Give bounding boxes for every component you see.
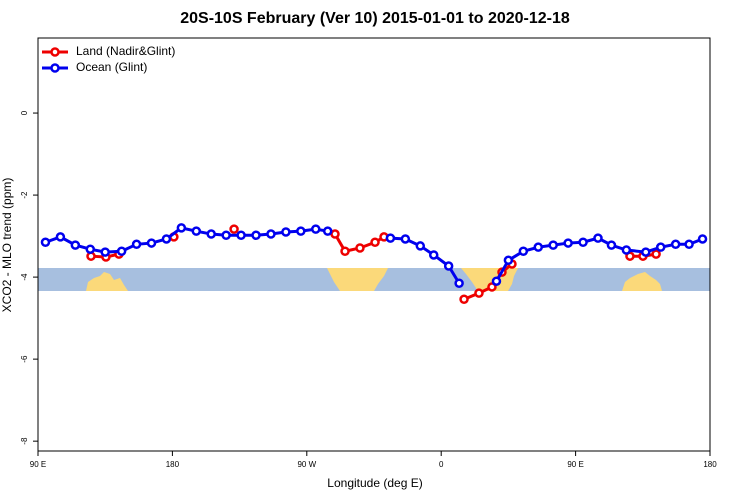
point [578,237,588,247]
point [415,241,426,251]
point [428,250,439,260]
point [236,230,246,241]
point [370,237,380,247]
point [641,247,651,257]
legend-marker [50,47,60,57]
x-tick-label: 180 [703,460,717,469]
point [454,278,464,289]
point [70,240,81,250]
point [131,239,142,250]
point [266,229,276,239]
point [116,246,127,257]
y-tick-label: -4 [20,273,29,281]
point [311,224,321,234]
x-tick-label: 90 E [567,460,583,469]
point [55,232,66,242]
point [606,240,617,250]
point [518,246,529,257]
legend-label: Ocean (Glint) [76,60,147,74]
chart-title: 20S-10S February (Ver 10) 2015-01-01 to … [180,10,570,27]
y-tick-label: 0 [20,110,29,115]
point [474,288,484,298]
point [355,243,365,253]
point [330,229,340,239]
point [40,237,51,247]
point [533,242,544,252]
point [670,239,681,250]
y-tick-label: -2 [20,191,29,199]
point [206,229,216,239]
point [621,245,632,255]
point [443,261,454,271]
point [593,233,603,243]
point [548,240,558,250]
y-tick-label: -8 [20,437,29,445]
x-tick-label: 90 W [297,460,316,469]
point [697,234,708,244]
point [340,246,350,257]
legend-marker [50,63,60,73]
point [296,226,306,236]
point [459,294,469,305]
point [655,242,666,252]
point [563,238,573,248]
point [85,244,96,254]
point [491,276,502,286]
map-strip [38,268,710,291]
point [191,226,202,236]
x-tick-label: 0 [439,460,444,469]
point [221,230,231,241]
point [146,238,157,248]
point [487,282,497,292]
point [251,230,261,241]
point [161,234,172,244]
point [322,226,333,236]
x-tick-label: 90 E [30,460,46,469]
x-tick-label: 180 [166,460,180,469]
point [176,223,187,233]
point [229,224,239,234]
y-tick-label: -6 [20,355,29,363]
legend-label: Land (Nadir&Glint) [76,44,175,58]
x-axis-label: Longitude (deg E) [327,476,422,490]
point [100,247,110,257]
point [281,227,291,237]
plot-frame [37,37,711,452]
point [684,239,694,250]
y-axis-label: XCO2 - MLO trend (ppm) [0,178,14,313]
point [385,233,396,243]
point [651,249,661,259]
point [400,234,411,244]
point [503,255,514,266]
